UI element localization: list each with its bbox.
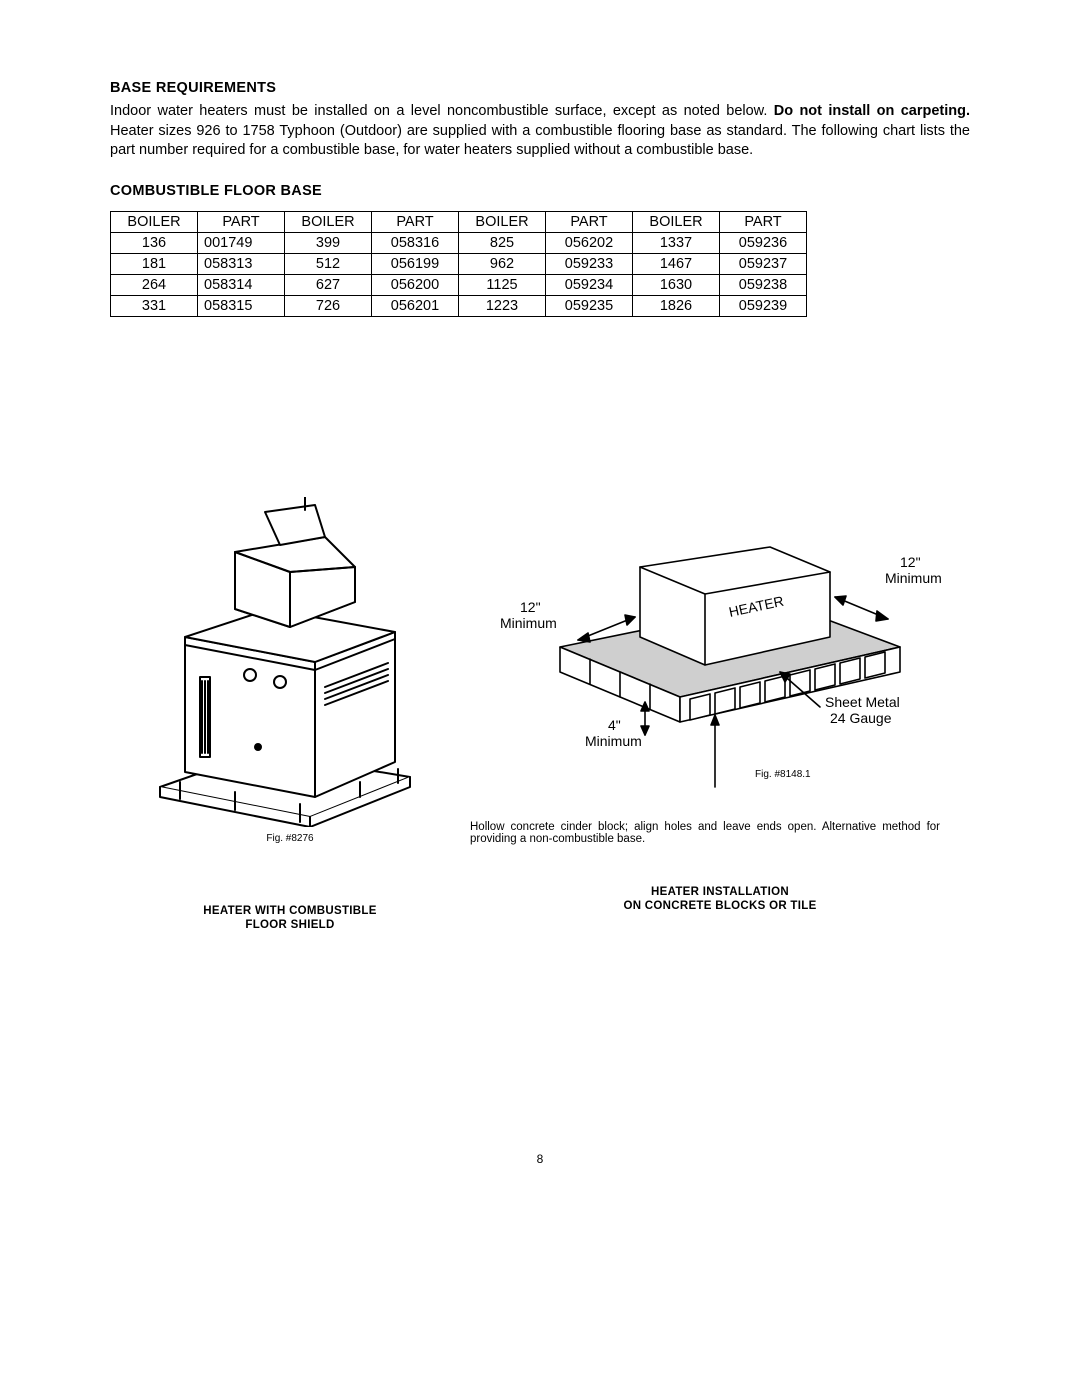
table-row: 26405831462705620011250592341630059238 xyxy=(111,274,807,295)
table-header-cell: BOILER xyxy=(285,211,372,232)
table-cell: 1223 xyxy=(459,295,546,316)
caption-left-2: FLOOR SHIELD xyxy=(245,919,334,931)
table-cell: 726 xyxy=(285,295,372,316)
table-header-cell: BOILER xyxy=(111,211,198,232)
page: BASE REQUIREMENTS Indoor water heaters m… xyxy=(110,80,970,1166)
table-cell: 056201 xyxy=(372,295,459,316)
fig-label-left: Fig. #8276 xyxy=(110,833,470,844)
svg-text:12": 12" xyxy=(900,554,921,570)
table-cell: 627 xyxy=(285,274,372,295)
table-cell: 058315 xyxy=(198,295,285,316)
table-cell: 059233 xyxy=(546,253,633,274)
table-cell: 181 xyxy=(111,253,198,274)
para-post: Heater sizes 926 to 1758 Typhoon (Outdoo… xyxy=(110,123,970,159)
table-cell: 059237 xyxy=(720,253,807,274)
table-header-cell: BOILER xyxy=(633,211,720,232)
para-bold: Do not install on carpeting. xyxy=(774,103,970,119)
table-row: 33105831572605620112230592351826059239 xyxy=(111,295,807,316)
note-cinder-block: Hollow concrete cinder block; align hole… xyxy=(470,821,970,845)
svg-text:12": 12" xyxy=(520,599,541,615)
svg-text:Minimum: Minimum xyxy=(585,733,642,749)
table-cell: 001749 xyxy=(198,232,285,253)
table-header-cell: PART xyxy=(198,211,285,232)
heading-combustible-floor-base: COMBUSTIBLE FLOOR BASE xyxy=(110,183,970,199)
table-cell: 1337 xyxy=(633,232,720,253)
svg-text:Sheet Metal: Sheet Metal xyxy=(825,694,900,710)
svg-text:4": 4" xyxy=(608,717,621,733)
table-cell: 1630 xyxy=(633,274,720,295)
table-cell: 059239 xyxy=(720,295,807,316)
table-cell: 059238 xyxy=(720,274,807,295)
table-header-cell: BOILER xyxy=(459,211,546,232)
table-cell: 962 xyxy=(459,253,546,274)
caption-right-1: HEATER INSTALLATION xyxy=(651,886,789,898)
table-cell: 059235 xyxy=(546,295,633,316)
table-cell: 059234 xyxy=(546,274,633,295)
caption-right-2: ON CONCRETE BLOCKS OR TILE xyxy=(623,900,816,912)
svg-text:24 Gauge: 24 Gauge xyxy=(830,710,892,726)
table-row: 1810583135120561999620592331467059237 xyxy=(111,253,807,274)
heading-base-requirements: BASE REQUIREMENTS xyxy=(110,80,970,96)
table-cell: 331 xyxy=(111,295,198,316)
table-header-cell: PART xyxy=(720,211,807,232)
caption-left: HEATER WITH COMBUSTIBLE FLOOR SHIELD xyxy=(110,904,470,933)
table-row: 1360017493990583168250562021337059236 xyxy=(111,232,807,253)
table-cell: 264 xyxy=(111,274,198,295)
table-cell: 1826 xyxy=(633,295,720,316)
caption-left-1: HEATER WITH COMBUSTIBLE xyxy=(203,905,376,917)
table-cell: 058313 xyxy=(198,253,285,274)
table-cell: 058316 xyxy=(372,232,459,253)
table-header-row: BOILERPARTBOILERPARTBOILERPARTBOILERPART xyxy=(111,211,807,232)
paragraph-base-requirements: Indoor water heaters must be installed o… xyxy=(110,102,970,161)
svg-text:Minimum: Minimum xyxy=(885,570,942,586)
para-pre: Indoor water heaters must be installed o… xyxy=(110,103,774,119)
fig-label-right: Fig. #8148.1 xyxy=(755,769,811,780)
table-cell: 1125 xyxy=(459,274,546,295)
table-cell: 136 xyxy=(111,232,198,253)
table-cell: 058314 xyxy=(198,274,285,295)
caption-right: HEATER INSTALLATION ON CONCRETE BLOCKS O… xyxy=(470,885,970,914)
svg-text:Minimum: Minimum xyxy=(500,615,557,631)
table-combustible-floor-base: BOILERPARTBOILERPARTBOILERPARTBOILERPART… xyxy=(110,211,807,317)
table-cell: 825 xyxy=(459,232,546,253)
diagrams-row: Fig. #8276 HEATER WITH COMBUSTIBLE FLOOR… xyxy=(110,497,970,933)
table-cell: 399 xyxy=(285,232,372,253)
page-number: 8 xyxy=(110,1152,970,1166)
figure-heater-floor-shield: Fig. #8276 HEATER WITH COMBUSTIBLE FLOOR… xyxy=(110,497,470,933)
table-cell: 056202 xyxy=(546,232,633,253)
table-cell: 512 xyxy=(285,253,372,274)
table-cell: 059236 xyxy=(720,232,807,253)
table-cell: 056200 xyxy=(372,274,459,295)
table-header-cell: PART xyxy=(546,211,633,232)
table-header-cell: PART xyxy=(372,211,459,232)
figure-heater-concrete-blocks: HEATER 12" Minimum 12" Minimum 4" Minimu… xyxy=(470,497,970,914)
table-cell: 056199 xyxy=(372,253,459,274)
table-cell: 1467 xyxy=(633,253,720,274)
